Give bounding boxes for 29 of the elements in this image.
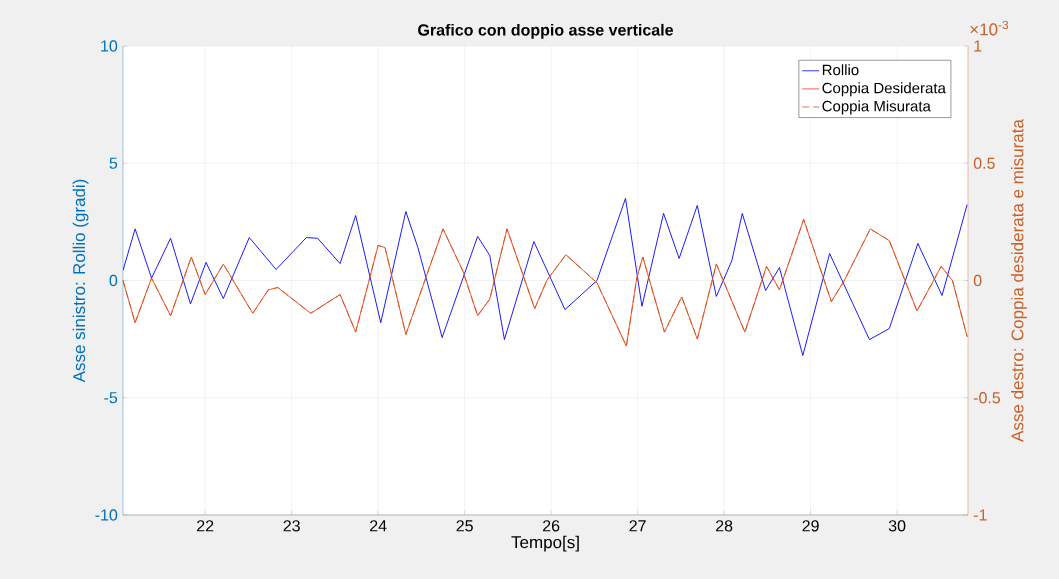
legend-label: Rollio	[822, 64, 859, 76]
y-tick-label: 5	[109, 157, 118, 169]
line-series	[123, 197, 968, 356]
y-tick-label: -5	[104, 392, 118, 404]
x-tick-label: 28	[716, 520, 733, 532]
y-axis-title: Asse sinistro: Rollio (gradi)	[72, 179, 89, 383]
line-series	[122, 219, 968, 347]
x-tick-label: 24	[370, 520, 387, 532]
y2-axis-title: Asse destro: Coppia desiderata e misurata	[1010, 119, 1027, 442]
y-tick-label: -10	[95, 509, 118, 521]
text: ×10$^{-3}$	[970, 20, 1009, 36]
y2-tick-label: 1	[974, 40, 982, 52]
x-tick-label: 22	[197, 520, 214, 532]
y2-tick-label: 0.5	[973, 157, 995, 169]
legend-label: Coppia Misurata	[822, 100, 931, 115]
x-tick-label: 29	[802, 520, 819, 532]
x-axis-title: Tempo[s]	[511, 535, 579, 552]
y-tick-label: 0	[109, 274, 118, 287]
x-tick-label: 30	[888, 520, 906, 532]
x-tick-label: 25	[456, 520, 473, 532]
y2-tick-label: 0	[973, 274, 982, 287]
x-tick-label: 27	[629, 520, 646, 532]
legend-label: Coppia Desiderata	[822, 82, 946, 97]
chart-title: Grafico con doppio asse verticale	[418, 23, 674, 39]
y-tick-label: 10	[101, 40, 118, 52]
x-tick-label: 26	[543, 520, 560, 532]
y2-tick-label: -1	[973, 509, 987, 521]
x-tick-label: 23	[283, 520, 300, 532]
y2-tick-label: -0.5	[973, 392, 1001, 404]
